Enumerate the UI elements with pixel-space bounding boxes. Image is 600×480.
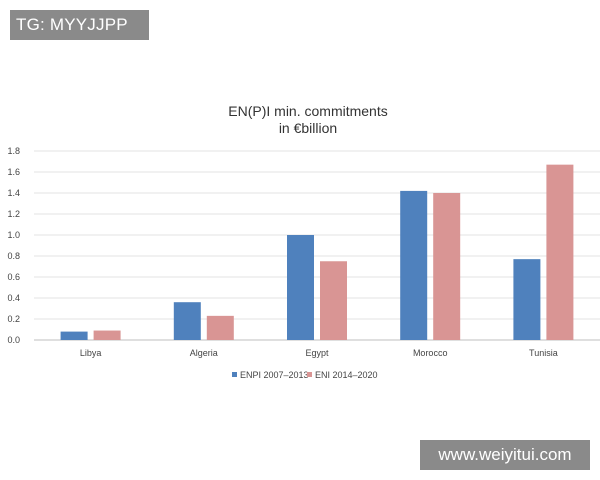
y-tick-label: 1.2 — [7, 209, 20, 219]
x-category-label: Egypt — [305, 348, 329, 358]
x-category-label: Algeria — [190, 348, 218, 358]
y-tick-label: 1.8 — [7, 146, 20, 156]
bar-algeria-enpi — [173, 302, 201, 340]
bar-morocco-enpi — [400, 190, 428, 340]
watermark-top: TG: MYYJJPP — [10, 10, 149, 40]
chart-subtitle: in €billion — [279, 120, 337, 136]
y-tick-label: 1.4 — [7, 188, 20, 198]
bar-algeria-eni — [206, 315, 234, 340]
bar-tunisia-enpi — [513, 259, 541, 340]
x-category-label: Morocco — [413, 348, 448, 358]
chart-title: EN(P)I min. commitments — [228, 103, 387, 119]
legend-label: ENI 2014–2020 — [315, 370, 378, 380]
bar-egypt-eni — [320, 261, 347, 340]
watermark-bottom: www.weiyitui.com — [420, 440, 590, 470]
bar-morocco-eni — [433, 193, 461, 340]
bar-libya-eni — [93, 330, 121, 340]
bars — [60, 164, 574, 340]
y-tick-label: 0.8 — [7, 251, 20, 261]
y-tick-label: 0.4 — [7, 293, 20, 303]
y-tick-label: 1.0 — [7, 230, 20, 240]
x-category-label: Tunisia — [529, 348, 558, 358]
bar-libya-enpi — [60, 331, 88, 340]
y-tick-label: 0.2 — [7, 314, 20, 324]
gridlines — [34, 150, 600, 341]
x-axis-categories: Libya Algeria Egypt Morocco Tunisia — [80, 348, 558, 358]
legend: ENPI 2007–2013 ENI 2014–2020 — [232, 370, 378, 380]
legend-swatch — [307, 372, 312, 377]
y-tick-label: 1.6 — [7, 167, 20, 177]
legend-label: ENPI 2007–2013 — [240, 370, 309, 380]
x-category-label: Libya — [80, 348, 102, 358]
y-tick-label: 0.0 — [7, 335, 20, 345]
legend-swatch — [232, 372, 237, 377]
bar-tunisia-eni — [546, 164, 574, 340]
bar-egypt-enpi — [287, 235, 314, 340]
y-tick-label: 0.6 — [7, 272, 20, 282]
y-axis-ticks: 0.0 0.2 0.4 0.6 0.8 1.0 1.2 1.4 1.6 1.8 — [7, 146, 20, 345]
